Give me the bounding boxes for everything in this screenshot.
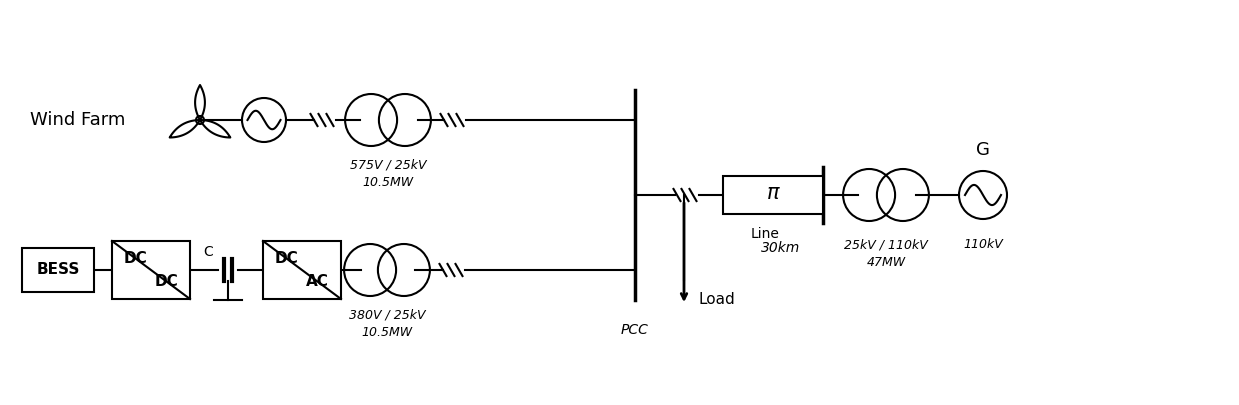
Text: π: π xyxy=(767,183,779,203)
Text: 10.5MW: 10.5MW xyxy=(363,177,414,190)
Text: DC: DC xyxy=(124,251,147,266)
Text: Line: Line xyxy=(751,227,779,241)
Text: DC: DC xyxy=(275,251,299,266)
Text: 10.5MW: 10.5MW xyxy=(362,326,413,339)
Text: 380V / 25kV: 380V / 25kV xyxy=(348,309,425,322)
Text: 575V / 25kV: 575V / 25kV xyxy=(349,158,426,171)
Text: 47MW: 47MW xyxy=(866,256,906,269)
Bar xyxy=(112,241,190,299)
Text: AC: AC xyxy=(306,274,330,289)
Text: Wind Farm: Wind Farm xyxy=(30,111,125,129)
Bar xyxy=(724,176,823,214)
Bar xyxy=(22,248,94,292)
Text: 25kV / 110kV: 25kV / 110kV xyxy=(844,239,928,252)
Text: 30km: 30km xyxy=(762,241,800,255)
Text: C: C xyxy=(203,245,213,259)
Text: DC: DC xyxy=(155,274,178,289)
Bar xyxy=(263,241,341,299)
Text: BESS: BESS xyxy=(36,262,79,277)
Text: Load: Load xyxy=(698,292,735,307)
Text: PCC: PCC xyxy=(621,323,649,337)
Text: 110kV: 110kV xyxy=(963,239,1002,252)
Text: G: G xyxy=(976,141,990,159)
